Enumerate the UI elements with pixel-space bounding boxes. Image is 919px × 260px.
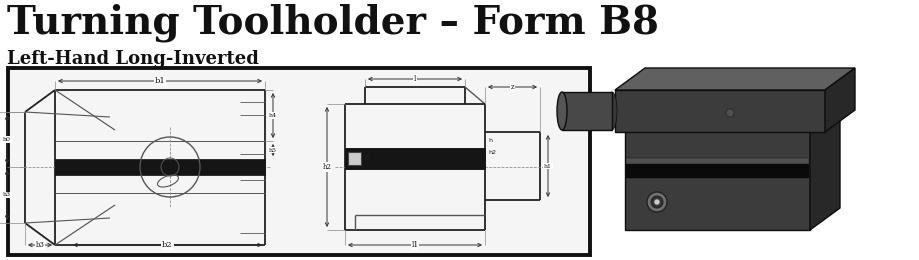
Text: E: E <box>364 154 369 162</box>
Bar <box>8 68 590 255</box>
Text: h5: h5 <box>269 147 277 153</box>
Polygon shape <box>615 68 855 90</box>
Text: b1: b1 <box>154 77 165 85</box>
Circle shape <box>647 192 667 212</box>
Bar <box>626 158 809 164</box>
Bar <box>626 164 809 178</box>
Bar <box>615 90 825 132</box>
Text: l: l <box>414 75 416 83</box>
Ellipse shape <box>607 92 617 130</box>
Text: b3: b3 <box>36 241 44 249</box>
Bar <box>345 148 485 169</box>
Bar <box>562 92 612 130</box>
Bar <box>625 125 810 230</box>
Text: Left-Hand Long-Inverted: Left-Hand Long-Inverted <box>7 50 259 68</box>
Bar <box>348 152 361 165</box>
Text: h3: h3 <box>3 192 11 198</box>
Circle shape <box>651 196 663 208</box>
Text: h0: h0 <box>3 137 11 142</box>
Text: b2: b2 <box>162 241 173 249</box>
Circle shape <box>654 199 660 205</box>
Text: Turning Toolholder – Form B8: Turning Toolholder – Form B8 <box>7 4 659 42</box>
Polygon shape <box>825 68 855 132</box>
Text: z: z <box>511 83 515 91</box>
Polygon shape <box>625 103 840 125</box>
Text: h2: h2 <box>488 151 496 155</box>
Circle shape <box>726 109 734 117</box>
Ellipse shape <box>557 92 567 130</box>
Text: l1: l1 <box>412 241 419 249</box>
Text: h2: h2 <box>323 163 332 171</box>
Text: h1: h1 <box>544 164 552 168</box>
Bar <box>590 0 919 260</box>
Text: h4: h4 <box>269 113 277 118</box>
Polygon shape <box>810 103 840 230</box>
Bar <box>55 159 265 175</box>
Text: h: h <box>488 138 492 142</box>
